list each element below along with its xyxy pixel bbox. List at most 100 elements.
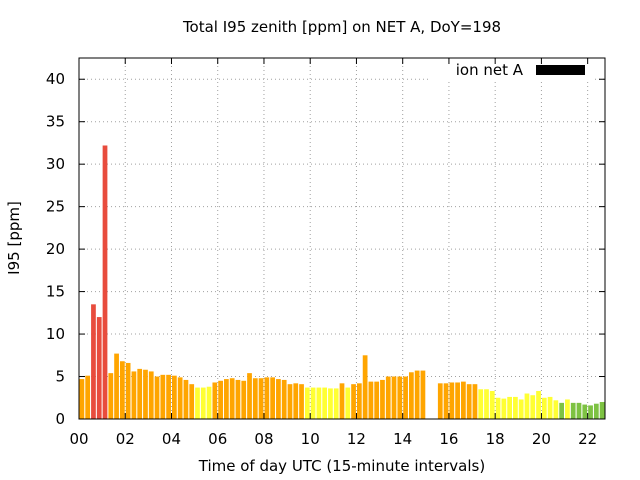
x-tick-label: 06 bbox=[208, 430, 227, 448]
bar bbox=[449, 382, 455, 419]
bar bbox=[316, 387, 322, 419]
legend-label: ion net A bbox=[456, 61, 524, 79]
x-tick-label: 18 bbox=[486, 430, 505, 448]
bar bbox=[484, 389, 489, 419]
bar bbox=[241, 380, 247, 419]
bar bbox=[322, 387, 328, 419]
bar bbox=[235, 379, 241, 419]
y-tick-label: 35 bbox=[46, 113, 65, 131]
bar bbox=[362, 355, 368, 419]
axis-ticks: 0 5 10 15 20 25 30 35 40 00 02 04 06 08 10 12 14 16 18 20 22 bbox=[46, 58, 605, 448]
bar bbox=[495, 397, 501, 419]
bar bbox=[137, 368, 143, 419]
bar bbox=[582, 404, 588, 419]
bar bbox=[212, 382, 218, 419]
bar bbox=[559, 402, 565, 419]
bar bbox=[270, 377, 276, 419]
bar bbox=[172, 375, 177, 419]
bar bbox=[258, 378, 264, 419]
y-tick-label: 25 bbox=[46, 198, 65, 216]
chart-title: Total I95 zenith [ppm] on NET A, DoY=198 bbox=[182, 18, 501, 36]
bar bbox=[177, 377, 183, 419]
bar bbox=[333, 388, 339, 419]
bar bbox=[391, 376, 397, 419]
bar bbox=[148, 371, 154, 419]
x-tick-label: 10 bbox=[301, 430, 320, 448]
y-tick-label: 15 bbox=[46, 283, 65, 301]
bar bbox=[489, 390, 495, 419]
y-tick-label: 20 bbox=[46, 240, 65, 258]
bar bbox=[339, 383, 345, 419]
bar bbox=[293, 383, 299, 419]
bar bbox=[437, 383, 443, 419]
bar bbox=[195, 387, 200, 419]
legend-background bbox=[429, 59, 595, 81]
bar bbox=[570, 402, 576, 419]
bar bbox=[91, 304, 96, 419]
bar bbox=[576, 402, 582, 419]
y-tick-label: 0 bbox=[55, 410, 65, 428]
x-tick-label: 16 bbox=[439, 430, 458, 448]
bar bbox=[183, 379, 189, 419]
bar bbox=[513, 396, 518, 419]
bar bbox=[114, 353, 119, 419]
x-tick-label: 12 bbox=[347, 430, 366, 448]
bar bbox=[247, 373, 252, 419]
bar bbox=[131, 371, 137, 419]
y-tick-label: 40 bbox=[46, 70, 65, 88]
grid-lines bbox=[79, 58, 605, 419]
bar bbox=[264, 377, 270, 419]
bar bbox=[125, 362, 131, 419]
bar bbox=[119, 361, 125, 419]
bar bbox=[154, 376, 160, 419]
y-tick-label: 5 bbox=[55, 368, 65, 386]
bar bbox=[599, 402, 605, 419]
bar bbox=[408, 372, 414, 419]
bar bbox=[108, 373, 114, 419]
bar bbox=[96, 317, 102, 419]
bar bbox=[541, 397, 547, 419]
bar bbox=[455, 382, 460, 419]
bar-series bbox=[79, 145, 605, 419]
bar bbox=[507, 396, 512, 419]
bar bbox=[143, 369, 148, 419]
bar bbox=[547, 396, 553, 419]
x-tick-label: 22 bbox=[578, 430, 597, 448]
bar bbox=[368, 381, 374, 419]
bar bbox=[443, 383, 449, 419]
bar bbox=[403, 376, 408, 419]
bar bbox=[374, 381, 380, 419]
bar bbox=[345, 387, 351, 419]
bar bbox=[85, 375, 91, 419]
x-tick-label: 20 bbox=[532, 430, 551, 448]
bar bbox=[102, 145, 108, 419]
bar bbox=[281, 379, 287, 419]
bar bbox=[252, 378, 258, 419]
x-tick-label: 08 bbox=[254, 430, 273, 448]
bar bbox=[310, 387, 316, 419]
bar bbox=[79, 379, 85, 419]
bar bbox=[414, 370, 420, 419]
x-tick-label: 04 bbox=[162, 430, 181, 448]
bar bbox=[206, 386, 212, 419]
bar bbox=[565, 399, 570, 419]
bar bbox=[166, 374, 171, 419]
bar bbox=[160, 374, 166, 419]
bar bbox=[276, 379, 281, 419]
bar bbox=[218, 380, 223, 419]
bar bbox=[478, 389, 484, 419]
plot-frame bbox=[78, 57, 606, 420]
x-tick-label: 02 bbox=[116, 430, 135, 448]
bar bbox=[461, 381, 466, 419]
bar bbox=[356, 383, 362, 419]
bar bbox=[351, 384, 356, 419]
bar bbox=[299, 384, 304, 419]
bar bbox=[466, 384, 472, 419]
bar bbox=[200, 387, 206, 419]
bar bbox=[536, 390, 541, 419]
x-axis-label: Time of day UTC (15-minute intervals) bbox=[198, 457, 485, 475]
bar bbox=[229, 378, 235, 419]
bar bbox=[304, 387, 310, 419]
bar bbox=[530, 395, 536, 419]
